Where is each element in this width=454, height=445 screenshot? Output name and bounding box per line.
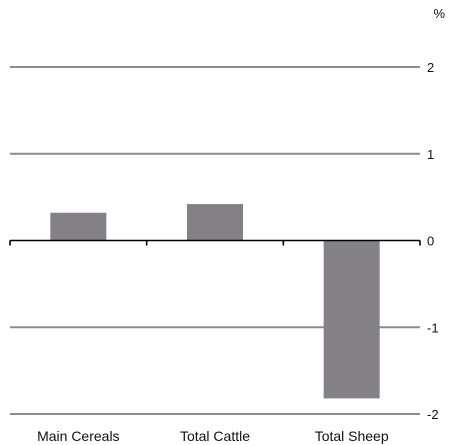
category-label: Main Cereals bbox=[37, 428, 119, 444]
y-tick-label: 1 bbox=[427, 147, 434, 162]
bar bbox=[187, 204, 243, 241]
y-axis-unit-label: % bbox=[433, 6, 445, 21]
y-tick-label: 2 bbox=[427, 60, 434, 75]
y-tick-label: 0 bbox=[427, 234, 434, 249]
category-labels: Main Cereals Total Cattle Total Sheep bbox=[37, 428, 389, 444]
zero-axis bbox=[9, 239, 421, 246]
y-tick-labels: 2 1 0 -1 -2 bbox=[427, 60, 439, 422]
y-tick-label: -2 bbox=[427, 407, 439, 422]
bars bbox=[50, 204, 380, 399]
category-label: Total Sheep bbox=[315, 428, 389, 444]
gridlines bbox=[10, 66, 420, 415]
y-tick-label: -1 bbox=[427, 320, 439, 335]
bar bbox=[50, 212, 107, 241]
bar bbox=[323, 240, 380, 399]
category-label: Total Cattle bbox=[180, 428, 250, 444]
